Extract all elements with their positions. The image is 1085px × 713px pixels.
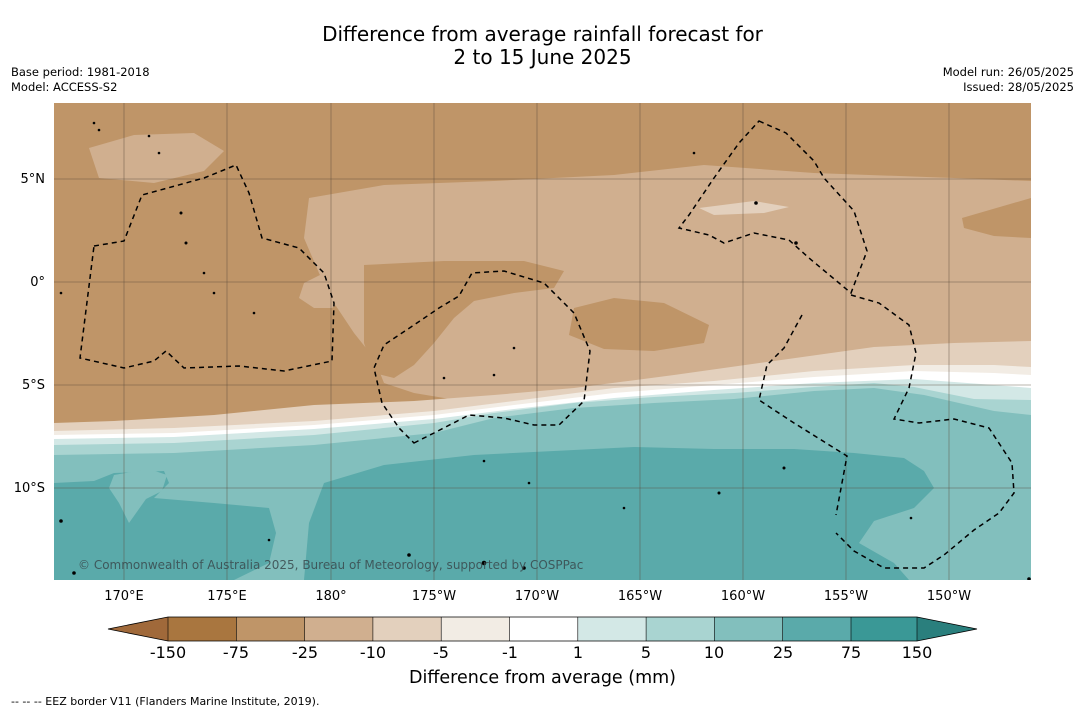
eez-footnote: -- -- -- EEZ border V11 (Flanders Marine…: [11, 695, 320, 708]
colorbar-label: Difference from average (mm): [408, 668, 677, 688]
model-run-text: Model run: 26/05/2025: [942, 65, 1074, 79]
colorbar-tick: -150: [149, 643, 187, 662]
patch-light-top-left: [89, 133, 224, 183]
colorbar-tick: 75: [840, 643, 862, 662]
colorbar-tick: 150: [901, 643, 933, 662]
colorbar-tick: -25: [291, 643, 319, 662]
lon-label-170w: 170°W: [514, 589, 560, 604]
eez-borders: [79, 120, 1015, 569]
lon-label-175w: 175°W: [411, 589, 457, 604]
issued-text: Issued: 28/05/2025: [963, 80, 1074, 94]
map-title-line-1: Difference from average rainfall forecas…: [322, 22, 763, 46]
band-very-light: [54, 341, 1031, 443]
colorbar-cell-6: [509, 617, 578, 641]
meta-left: Base period: 1981-2018 Model: ACCESS-S2: [11, 65, 150, 95]
colorbar-cell-2: [236, 617, 305, 641]
meta-right: Model run: 26/05/2025 Issued: 28/05/2025: [943, 65, 1074, 95]
lon-label-155w: 155°W: [823, 589, 869, 604]
lon-label-165w: 165°W: [617, 589, 663, 604]
colorbar-cell-11: [851, 617, 917, 641]
spot-pale: [699, 201, 789, 215]
colorbar-cell-1: [168, 617, 237, 641]
lat-label-5s: 5°S: [21, 378, 45, 393]
colorbar-cell-8: [646, 617, 715, 641]
colorbar-cell-5: [441, 617, 510, 641]
colorbar-tick: -5: [433, 643, 449, 662]
colorbar-tick: -10: [359, 643, 387, 662]
rainfall-anomaly-map: [54, 103, 1031, 580]
region-mid-teal-island: [109, 469, 167, 523]
eez-border-east-mid: [758, 314, 848, 516]
colorbar-cell-9: [714, 617, 783, 641]
lon-label-180: 180°: [315, 589, 347, 604]
colorbar: [107, 616, 978, 642]
region-dark-teal-main: [304, 447, 934, 580]
colorbar-arrow-right: [917, 617, 977, 641]
copyright-credit: © Commonwealth of Australia 2025, Bureau…: [78, 558, 584, 572]
model-text: Model: ACCESS-S2: [11, 80, 118, 94]
colorbar-tick: 5: [640, 643, 652, 662]
lat-label-5n: 5°N: [20, 172, 46, 187]
lon-label-170e: 170°E: [104, 589, 144, 604]
lon-label-150w: 150°W: [926, 589, 972, 604]
colorbar-arrow-left: [108, 617, 168, 641]
blob-dark-tan-right: [569, 298, 709, 351]
eez-border-east-north: [677, 120, 868, 295]
island-marks: [59, 121, 1031, 580]
blob-dark-tan-far-right: [962, 198, 1031, 238]
lon-label-175e: 175°E: [207, 589, 247, 604]
band-light-tan: [304, 165, 1031, 408]
colorbar-tick: 10: [703, 643, 725, 662]
colorbar-tick: -1: [502, 643, 518, 662]
lat-label-10s: 10°S: [13, 481, 45, 496]
gridlines: [54, 103, 1031, 580]
eez-border-central: [373, 270, 591, 444]
region-dark-teal-left: [54, 471, 276, 580]
blob-dark-tan-center: [364, 261, 564, 378]
colorbar-dividers: [167, 617, 918, 641]
colorbar-cell-3: [304, 617, 373, 641]
lat-label-0: 0°: [30, 275, 45, 290]
eez-border-east-south: [835, 294, 1015, 569]
eez-border-west: [79, 164, 335, 372]
colorbar-tick: -75: [222, 643, 250, 662]
colorbar-tick: 1: [572, 643, 584, 662]
colorbar-tick: 25: [772, 643, 794, 662]
colorbar-cell-10: [782, 617, 851, 641]
colorbar-cell-4: [372, 617, 442, 641]
base-period-text: Base period: 1981-2018: [11, 65, 150, 79]
lon-label-160w: 160°W: [720, 589, 766, 604]
colorbar-cell-7: [577, 617, 647, 641]
map-title-line-2: 2 to 15 June 2025: [453, 45, 632, 69]
